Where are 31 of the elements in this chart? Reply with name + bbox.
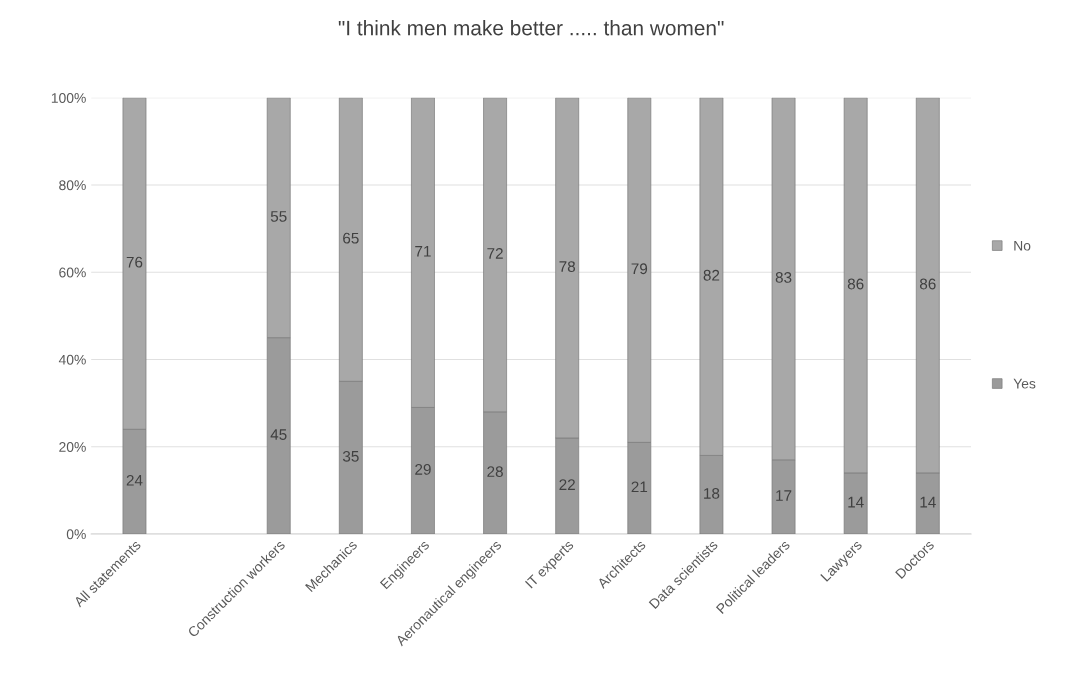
y-tick-label: 80% xyxy=(59,180,86,191)
data-label: 17 xyxy=(776,490,792,501)
data-label: 79 xyxy=(631,263,648,275)
data-label: 21 xyxy=(631,481,648,493)
data-label: 35 xyxy=(342,450,359,462)
y-tick-label: 40% xyxy=(58,354,86,365)
data-label: 82 xyxy=(703,269,720,281)
data-label: 24 xyxy=(126,474,143,486)
data-label: 28 xyxy=(487,466,503,477)
data-label: 86 xyxy=(847,278,864,290)
y-tick-label: 60% xyxy=(59,267,86,278)
y-tick-label: 100% xyxy=(51,93,86,103)
data-label: 76 xyxy=(126,256,143,268)
legend-label: No xyxy=(1014,240,1031,251)
legend-label: Yes xyxy=(1013,378,1036,389)
data-label: 71 xyxy=(415,246,431,257)
data-label: 45 xyxy=(270,429,287,440)
data-label: 18 xyxy=(704,487,720,499)
data-label: 22 xyxy=(559,479,575,490)
y-tick-label: 20% xyxy=(59,442,86,452)
data-label: 86 xyxy=(919,278,936,290)
data-label: 78 xyxy=(559,261,576,272)
data-label: 72 xyxy=(487,248,503,259)
data-label: 83 xyxy=(775,272,792,283)
data-label: 65 xyxy=(343,232,359,244)
data-label: 29 xyxy=(415,464,431,475)
chart-title: "I think men make better ..... than women" xyxy=(338,20,724,36)
data-label: 55 xyxy=(270,211,287,222)
y-tick-label: 0% xyxy=(66,529,86,540)
data-label: 14 xyxy=(920,496,936,508)
data-label: 14 xyxy=(848,496,864,508)
